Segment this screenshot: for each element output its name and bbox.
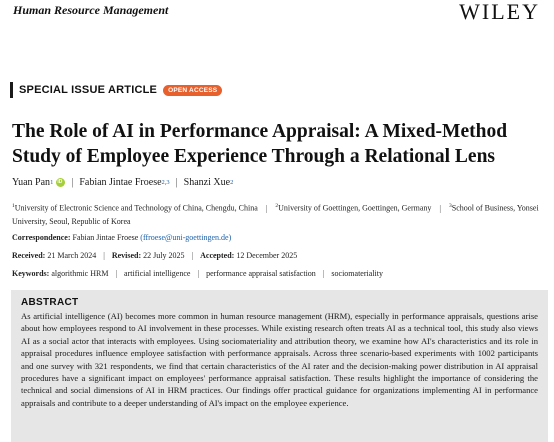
author-affil-ref[interactable]: 1 bbox=[50, 179, 54, 186]
keyword[interactable]: algorithmic HRM bbox=[51, 269, 109, 278]
received-label: Received: bbox=[12, 251, 46, 260]
keyword[interactable]: sociomateriality bbox=[331, 269, 383, 278]
received-date: 21 March 2024 bbox=[47, 251, 97, 260]
orcid-icon[interactable] bbox=[56, 178, 66, 187]
revised-date: 22 July 2025 bbox=[143, 251, 185, 260]
correspondence-email[interactable]: (ffroese@uni-goettingen.de) bbox=[140, 233, 232, 242]
affiliation: School of Business, Yonsei University, S… bbox=[12, 203, 539, 226]
accepted-date: 12 December 2025 bbox=[236, 251, 298, 260]
open-access-badge: OPEN ACCESS bbox=[163, 84, 223, 96]
author-name[interactable]: Shanzi Xue bbox=[183, 177, 231, 188]
author-affil-ref[interactable]: 2 bbox=[230, 179, 234, 186]
accepted-label: Accepted: bbox=[200, 251, 235, 260]
date-separator: | bbox=[191, 251, 194, 260]
keyword[interactable]: artificial intelligence bbox=[124, 269, 191, 278]
author-affil-ref[interactable]: 2,3 bbox=[161, 179, 170, 186]
affiliation-number: 2 bbox=[275, 203, 279, 209]
abstract-box: ABSTRACT As artificial intelligence (AI)… bbox=[11, 290, 548, 442]
affiliation: University of Electronic Science and Tec… bbox=[14, 203, 258, 213]
abstract-heading: ABSTRACT bbox=[21, 297, 79, 308]
type-bar-divider bbox=[10, 82, 13, 98]
affiliation-number: 1 bbox=[12, 203, 15, 209]
date-separator: | bbox=[103, 251, 105, 260]
correspondence-name: Fabian Jintae Froese bbox=[72, 233, 139, 242]
publisher-logo: WILEY bbox=[459, 0, 540, 24]
keywords-line: Keywords: algorithmic HRM | artificial i… bbox=[12, 269, 383, 278]
keyword-separator: | bbox=[115, 269, 118, 278]
author-separator: | bbox=[175, 177, 178, 188]
keyword-separator: | bbox=[322, 269, 325, 278]
article-title: The Role of AI in Performance Appraisal:… bbox=[12, 121, 508, 167]
article-type: SPECIAL ISSUE ARTICLE bbox=[19, 84, 158, 96]
correspondence-label: Correspondence: bbox=[12, 233, 71, 242]
author-separator: | bbox=[71, 177, 74, 188]
affiliations: 1University of Electronic Science and Te… bbox=[12, 200, 542, 228]
affiliation-separator: | bbox=[265, 203, 268, 213]
journal-name: Human Resource Management bbox=[13, 3, 169, 17]
keywords-label: Keywords: bbox=[12, 269, 50, 278]
author-name[interactable]: Fabian Jintae Froese bbox=[79, 177, 162, 188]
revised-label: Revised: bbox=[111, 251, 142, 260]
affiliation-separator: | bbox=[439, 203, 442, 213]
dates-line: Received: 21 March 2024 | Revised: 22 Ju… bbox=[12, 251, 297, 260]
article-type-row: SPECIAL ISSUE ARTICLE OPEN ACCESS bbox=[10, 82, 223, 98]
affiliation: University of Goettingen, Goettingen, Ge… bbox=[278, 203, 432, 213]
affiliation-number: 3 bbox=[449, 203, 452, 209]
author-name[interactable]: Yuan Pan bbox=[12, 177, 51, 188]
abstract-text: As artificial intelligence (AI) becomes … bbox=[21, 311, 538, 408]
keyword-separator: | bbox=[197, 269, 200, 278]
correspondence-line: Correspondence: Fabian Jintae Froese (ff… bbox=[12, 233, 231, 242]
keyword[interactable]: performance appraisal satisfaction bbox=[206, 269, 316, 278]
